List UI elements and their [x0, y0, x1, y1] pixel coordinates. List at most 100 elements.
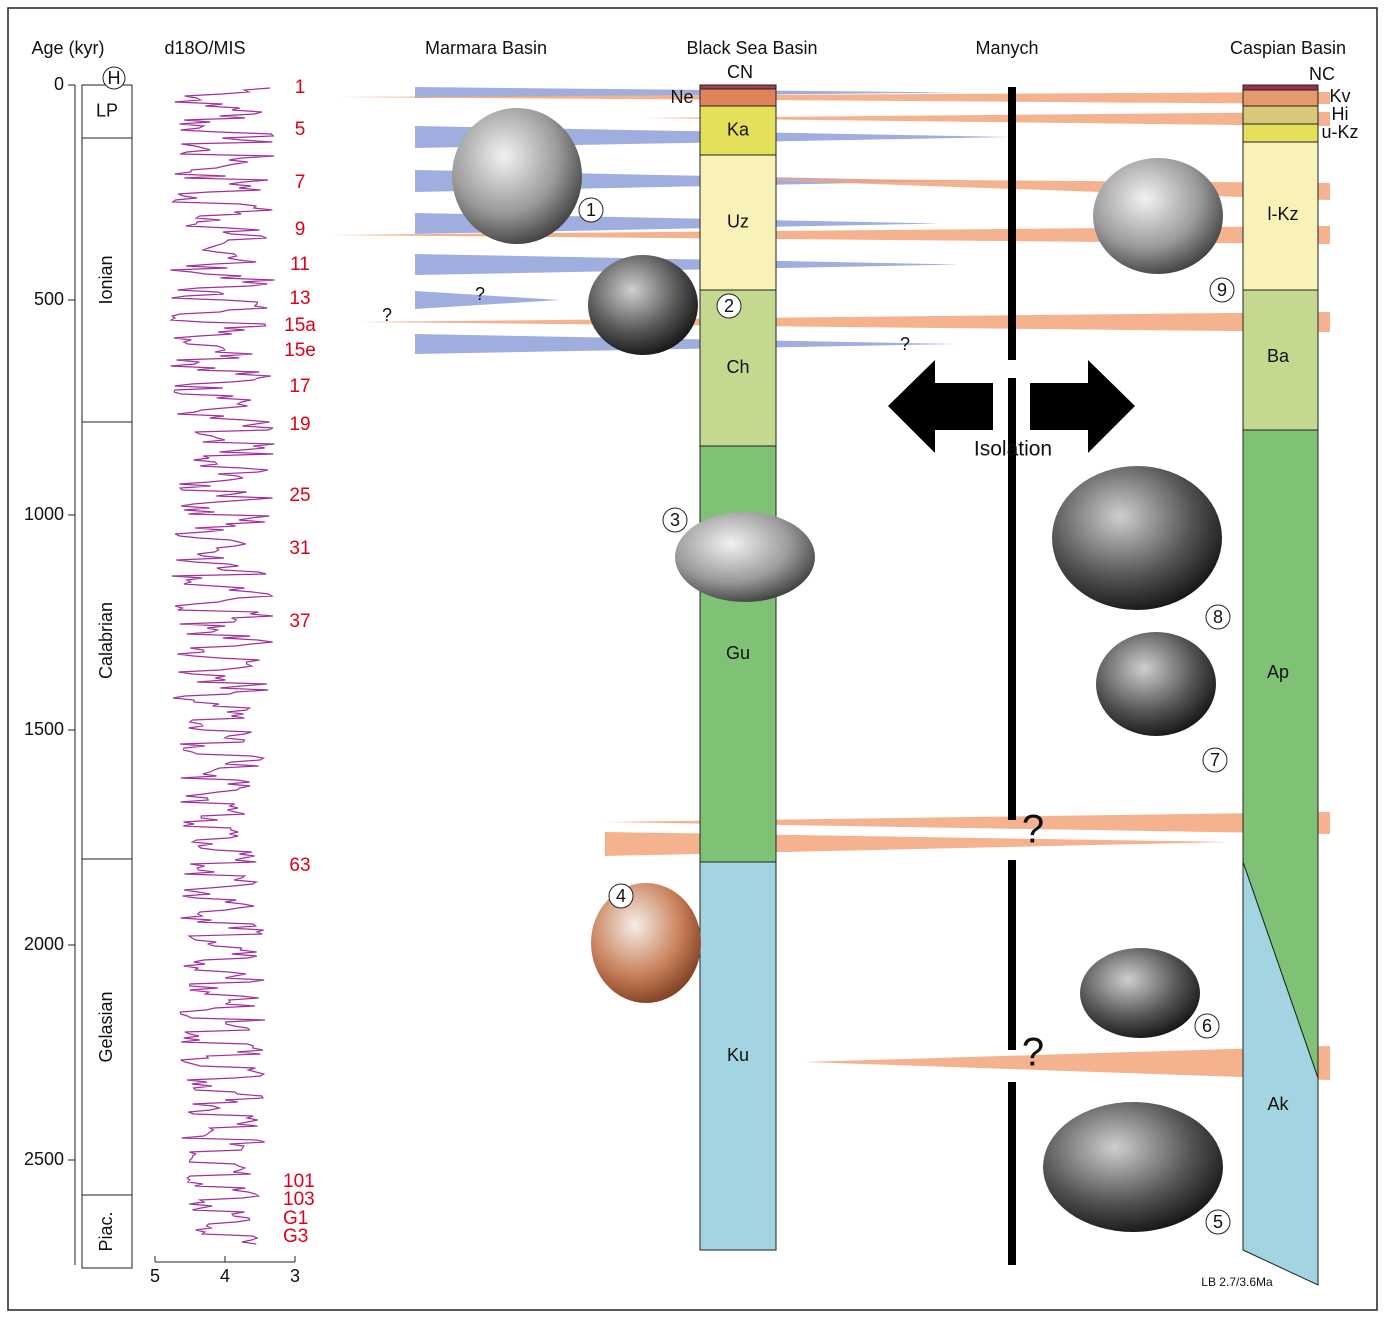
black-sea-unit: [699, 289, 777, 447]
shell-number: 8: [1213, 607, 1223, 627]
caspian-unit: [1242, 289, 1319, 431]
holocene-circle: [102, 66, 126, 90]
caspian-unit: [1242, 861, 1319, 1286]
shell-image: [1096, 632, 1216, 736]
shell-number: 5: [1213, 1212, 1223, 1232]
caspian-unit: [1242, 141, 1319, 291]
mis-label: 15e: [284, 340, 316, 361]
question-mark: ?: [1022, 808, 1044, 852]
black-sea-unit: [699, 84, 777, 90]
wedge: [640, 112, 1330, 126]
unit-label: Ak: [1267, 1094, 1289, 1114]
mis-label: G3: [283, 1226, 308, 1247]
black-sea-unit: [699, 88, 777, 107]
shell-image: [1043, 1102, 1223, 1232]
wedge: [415, 291, 560, 309]
age-tick-label: 1000: [24, 504, 64, 524]
unit-label: u-Kz: [1321, 122, 1358, 142]
mis-label: 1: [295, 77, 306, 98]
shell-image: [1093, 158, 1223, 274]
caspian-unit: [1242, 123, 1319, 143]
unit-label: l-Kz: [1268, 204, 1299, 224]
stage-box: [81, 858, 133, 1196]
wedge: [360, 312, 1330, 332]
mis-label: 31: [289, 538, 310, 559]
wedge: [605, 812, 1330, 834]
shell-number-circle: [1202, 747, 1228, 773]
mis-label: 11: [290, 254, 310, 275]
shell-number-circle: [1194, 1013, 1220, 1039]
wedge: [415, 87, 960, 98]
question-mark: ?: [1022, 1031, 1044, 1075]
shell-number: 3: [670, 510, 680, 530]
shell-image: [591, 883, 701, 1003]
isolation-label: Isolation: [974, 438, 1052, 461]
column-header: Manych: [975, 38, 1038, 58]
mis-label: 37: [289, 611, 310, 632]
column-header: Age (kyr): [31, 38, 104, 58]
wedge: [330, 226, 1330, 244]
shell-number: 9: [1217, 280, 1227, 300]
shell-image: [452, 108, 582, 244]
shell-number-circle: [1205, 1209, 1231, 1235]
column-header: Caspian Basin: [1230, 38, 1346, 58]
d18o-tick-label: 3: [290, 1266, 300, 1286]
column-header: Marmara Basin: [425, 38, 547, 58]
shell-number-circle: [608, 883, 634, 909]
mis-label: 17: [289, 376, 310, 397]
column-header: d18O/MIS: [164, 38, 245, 58]
arrow-left: [888, 360, 993, 453]
shell-number-circle: [1209, 277, 1235, 303]
stage-label: LP: [96, 100, 118, 120]
shell-image: [1052, 466, 1222, 610]
mis-label: 103: [283, 1189, 315, 1210]
mis-label: 63: [289, 855, 310, 876]
mis-label: 19: [289, 414, 310, 435]
d18o-tick-label: 4: [220, 1266, 230, 1286]
shell-number: 2: [724, 296, 734, 316]
stage-box: [81, 84, 133, 139]
caspian-unit: [1242, 84, 1319, 91]
wedge: [805, 1046, 1330, 1080]
unit-label: Kv: [1329, 86, 1350, 106]
unit-label: Gu: [726, 643, 750, 663]
unit-label: Ka: [727, 119, 750, 139]
d18o-tick-label: 5: [150, 1266, 160, 1286]
unit-label: Hi: [1332, 104, 1349, 124]
unit-label: Ba: [1267, 346, 1290, 366]
arrow-right: [1030, 360, 1135, 453]
frame: [7, 7, 1378, 1311]
black-sea-unit: [699, 105, 777, 156]
shell-number-circle: [1205, 604, 1231, 630]
age-tick-label: 2000: [24, 934, 64, 954]
shell-number: 1: [586, 200, 596, 220]
stage-label: Calabrian: [96, 602, 116, 679]
footer-note: LB 2.7/3.6Ma: [1201, 1275, 1273, 1289]
age-tick-label: 0: [54, 74, 64, 94]
mis-label: 7: [295, 172, 306, 193]
mis-label: 13: [289, 288, 310, 309]
shell-number: 6: [1202, 1016, 1212, 1036]
stage-box: [81, 421, 133, 860]
shell-number-circle: [662, 507, 688, 533]
unit-label: NC: [1309, 64, 1335, 84]
mis-label: 5: [295, 119, 306, 140]
unit-label: Ch: [726, 357, 749, 377]
stage-box: [81, 137, 133, 423]
wedge: [415, 334, 955, 354]
wedge: [605, 832, 1230, 856]
column-header: Black Sea Basin: [686, 38, 817, 58]
mis-label: 25: [289, 485, 310, 506]
shell-image: [675, 512, 815, 602]
shell-number-circle: [578, 197, 604, 223]
unit-label: Ap: [1267, 662, 1289, 682]
wedge: [415, 254, 960, 275]
black-sea-unit: [699, 861, 777, 1251]
caspian-unit: [1242, 89, 1319, 107]
question-mark: ?: [382, 305, 392, 325]
mis-label: G1: [283, 1208, 308, 1229]
wedge: [335, 92, 1330, 104]
age-tick-label: 1500: [24, 719, 64, 739]
shell-number: 4: [616, 886, 626, 906]
